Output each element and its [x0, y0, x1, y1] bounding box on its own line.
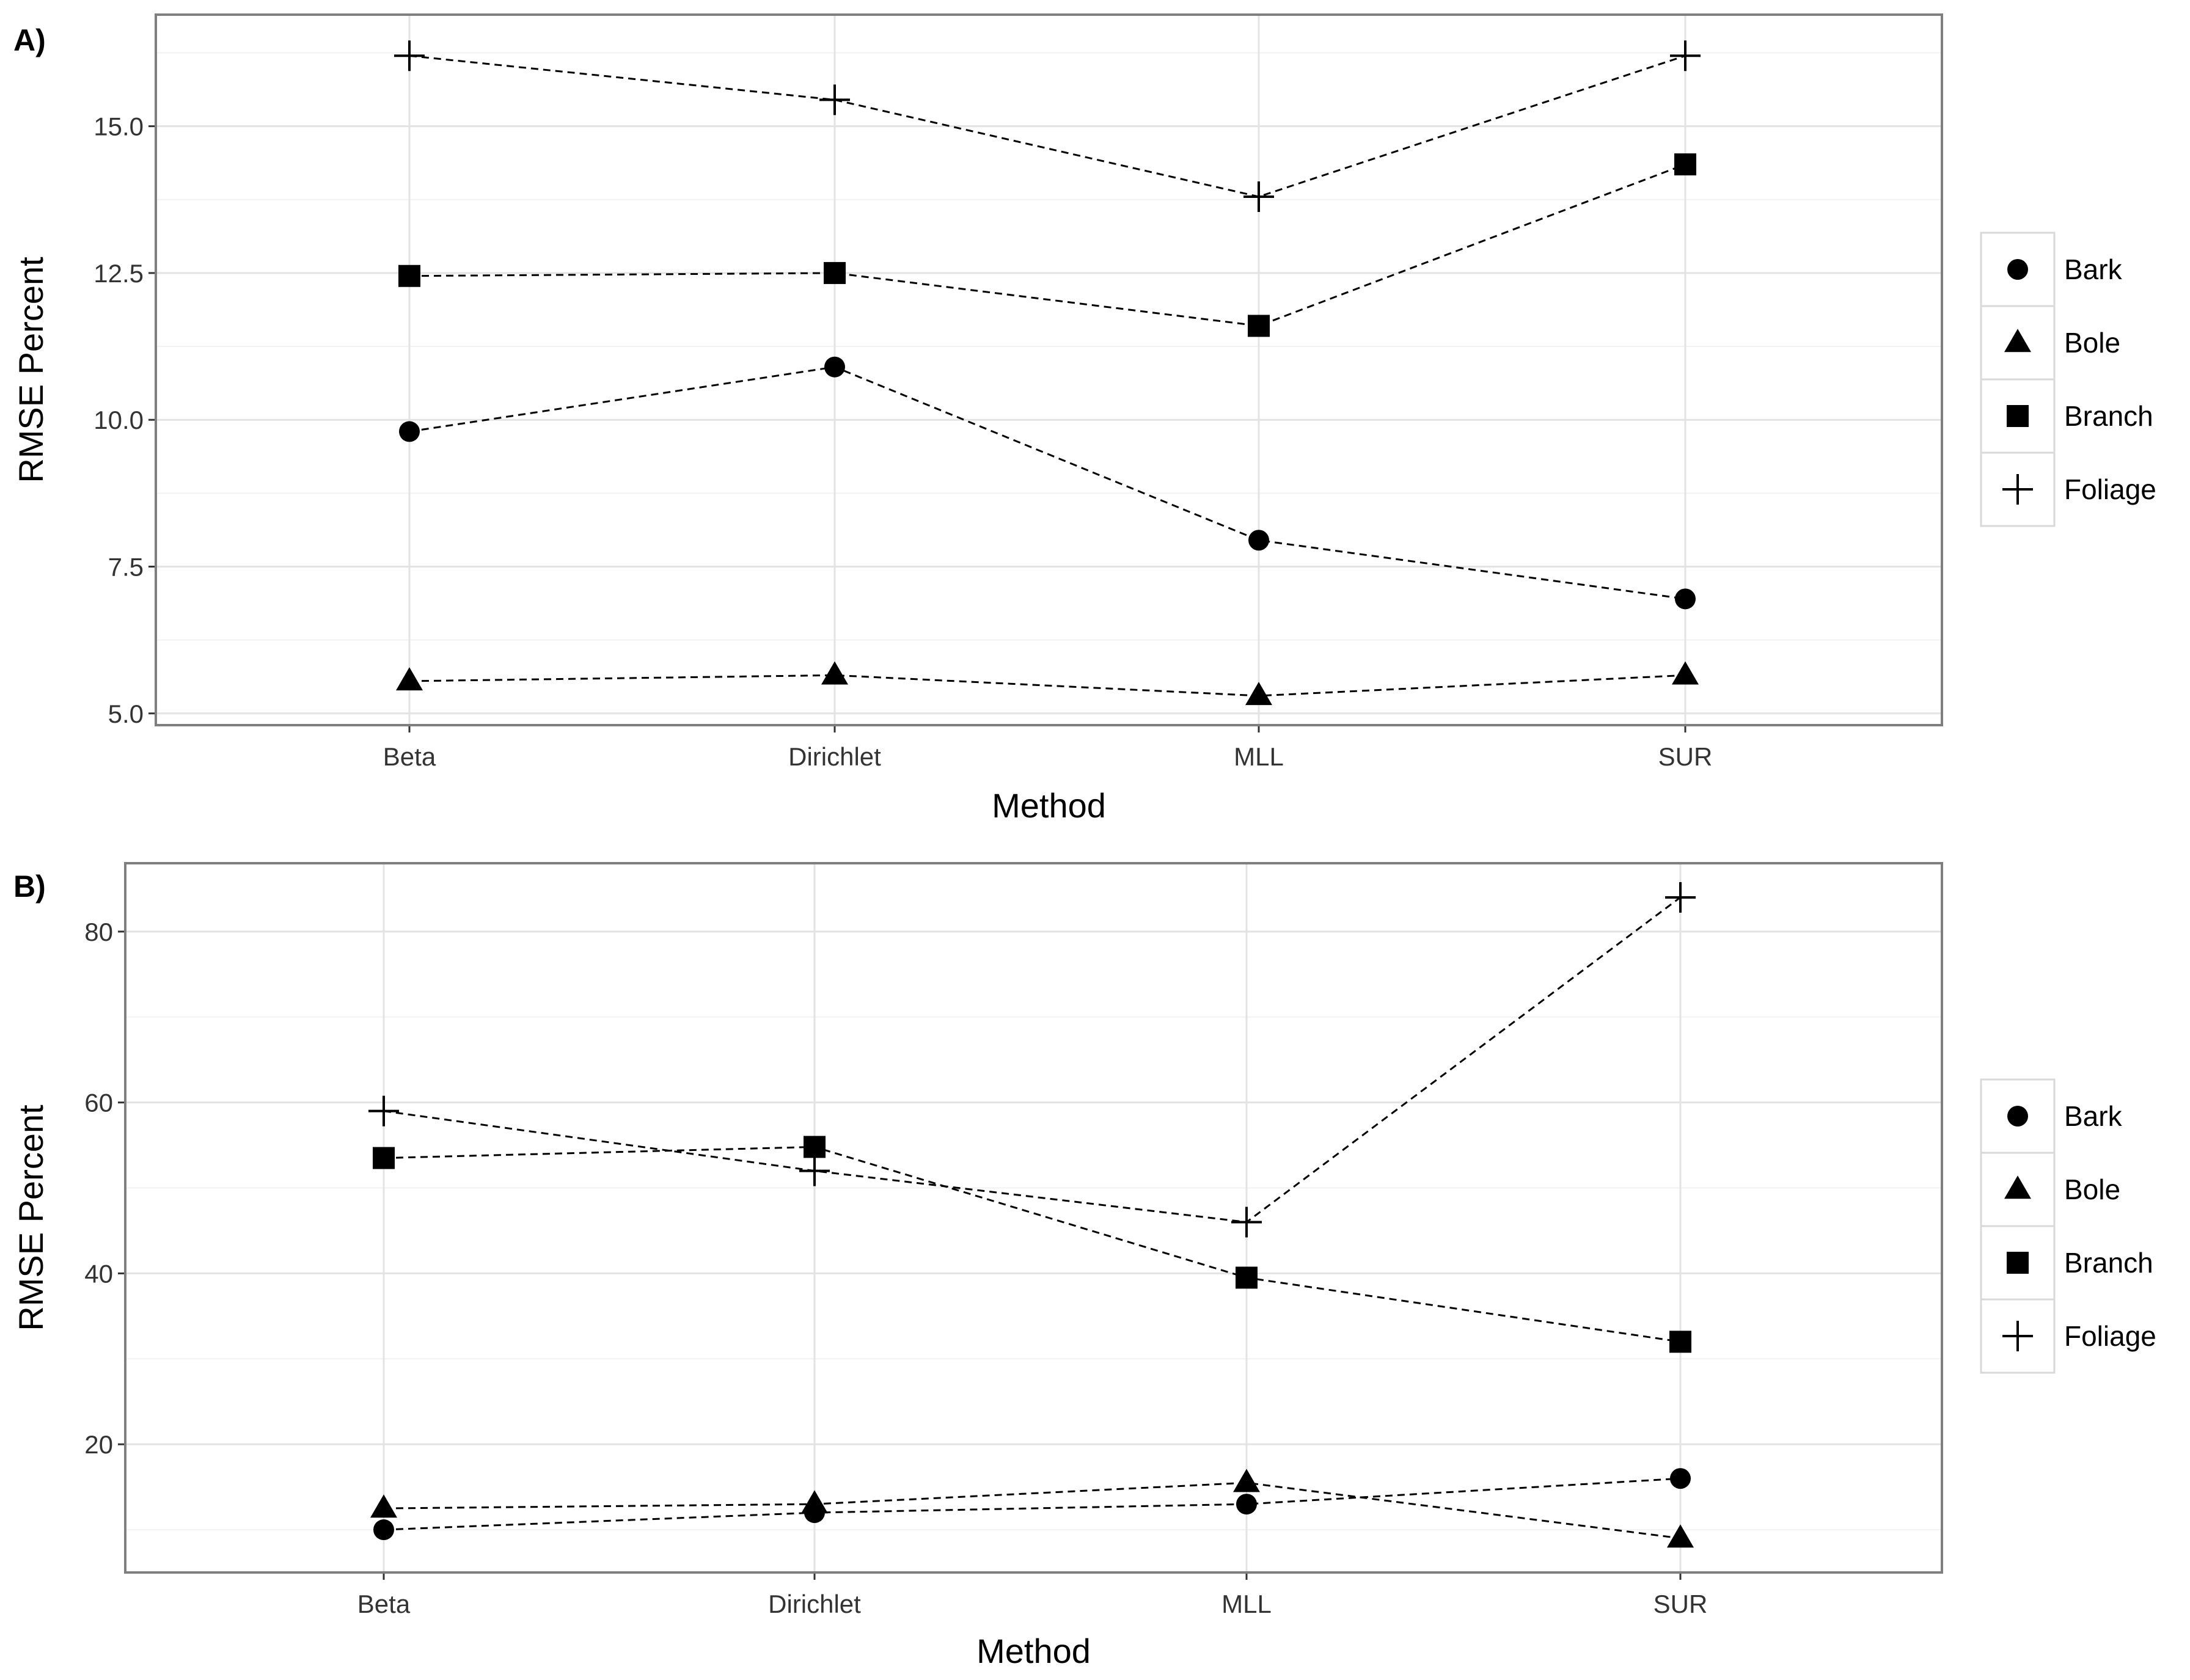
data-point-branch: [1669, 1331, 1691, 1353]
series-line-branch: [409, 163, 1686, 327]
data-point-foliage: [1670, 40, 1701, 71]
data-point-branch: [1248, 315, 1270, 337]
legend-label: Foliage: [2064, 473, 2156, 505]
chart-panel-b: 20 40 60 80 Beta Dirichlet MLL SUR Method RMSE Pe…: [12, 862, 2156, 1670]
series-foliage: [368, 882, 1696, 1238]
x-tick-label: Dirichlet: [768, 1590, 861, 1618]
y-axis-title: RMSE Percent: [12, 1105, 50, 1331]
legend-label: Bark: [2064, 254, 2123, 285]
data-point-branch: [373, 1147, 395, 1169]
y-axis-title: RMSE Percent: [12, 257, 50, 483]
plot-background: [125, 863, 1942, 1572]
data-point-branch: [1674, 153, 1696, 176]
legend-marker-bole: [2004, 1175, 2031, 1199]
legend-label: Bole: [2064, 1174, 2120, 1205]
legend-label: Foliage: [2064, 1320, 2156, 1352]
panel-label: B): [13, 869, 46, 904]
data-point-foliage: [799, 1155, 830, 1186]
series-branch: [373, 1136, 1691, 1353]
data-point-bole: [396, 667, 423, 691]
y-tick-label: 20: [84, 1430, 113, 1459]
y-tick-label: 5.0: [108, 699, 144, 728]
chart-panel-a: 5.0 7.5 10.0 12.5 15.0 Beta Dirichlet MLL SUR Met…: [12, 13, 2156, 825]
data-point-foliage: [1231, 1207, 1262, 1238]
data-point-bole: [370, 1494, 397, 1518]
data-point-bole: [801, 1490, 828, 1514]
data-point-bole: [1233, 1469, 1260, 1492]
legend-marker-foliage: [2002, 1321, 2033, 1351]
x-tick-label: MLL: [1221, 1590, 1272, 1618]
legend-key: [1980, 1298, 2056, 1374]
y-tick-label: 12.5: [93, 259, 144, 288]
series-bole: [370, 1469, 1694, 1548]
data-point-bark: [1248, 530, 1269, 551]
series-line-bark: [383, 1477, 1681, 1531]
plot-border: [124, 862, 1943, 1574]
x-tick-label: Beta: [357, 1590, 411, 1618]
y-tick-label: 10.0: [93, 406, 144, 434]
y-tick-label: 60: [84, 1089, 113, 1117]
legend-label: Branch: [2064, 400, 2153, 432]
data-point-bole: [1672, 661, 1699, 685]
x-tick-label: Dirichlet: [788, 742, 881, 771]
series-line-foliage: [383, 896, 1681, 1224]
data-point-foliage: [1665, 882, 1696, 913]
data-point-bark: [1236, 1494, 1257, 1515]
data-point-bole: [1245, 682, 1272, 706]
y-tick-label: 15.0: [93, 112, 144, 141]
x-axis-title: Method: [976, 1632, 1091, 1670]
plot-background: [156, 15, 1942, 725]
series-line-bole: [409, 674, 1686, 697]
x-tick-label: SUR: [1658, 742, 1713, 771]
data-point-bole: [821, 661, 848, 685]
data-point-bole: [1667, 1524, 1694, 1548]
y-tick-label: 7.5: [108, 552, 144, 581]
series-bark: [373, 1468, 1691, 1541]
series-line-bark: [409, 366, 1686, 600]
data-point-foliage: [1243, 181, 1274, 212]
data-point-branch: [1236, 1266, 1258, 1289]
legend-marker-bole: [2004, 329, 2031, 352]
series-bole: [396, 661, 1699, 706]
data-point-branch: [824, 261, 846, 284]
legend-marker-foliage: [2002, 474, 2033, 505]
data-point-branch: [804, 1136, 826, 1158]
data-point-bark: [824, 356, 845, 378]
x-tick-label: Beta: [383, 742, 436, 771]
legend-marker-bark: [2007, 259, 2028, 280]
data-point-bark: [399, 421, 420, 442]
series-line-branch: [383, 1145, 1681, 1343]
panel-label: A): [13, 23, 46, 57]
x-tick-label: SUR: [1653, 1590, 1708, 1618]
x-tick-label: MLL: [1234, 742, 1284, 771]
series-foliage: [394, 40, 1701, 212]
y-tick-label: 40: [84, 1259, 113, 1288]
series-branch: [398, 153, 1696, 337]
series-line-bole: [383, 1481, 1681, 1539]
data-point-bark: [1670, 1468, 1691, 1489]
data-point-foliage: [819, 84, 850, 115]
legend-marker-branch: [2007, 405, 2029, 427]
legend-marker-bark: [2007, 1106, 2028, 1127]
y-tick-label: 80: [84, 918, 113, 946]
series-bark: [399, 356, 1696, 610]
data-point-bark: [1675, 588, 1696, 610]
legend-marker-branch: [2007, 1252, 2029, 1274]
data-point-branch: [398, 265, 420, 287]
legend-label: Bark: [2064, 1100, 2123, 1132]
legend-label: Branch: [2064, 1247, 2153, 1279]
series-line-foliage: [409, 54, 1686, 198]
legend-label: Bole: [2064, 327, 2120, 359]
data-point-bark: [373, 1519, 394, 1541]
plot-border: [155, 13, 1943, 726]
x-axis-title: Method: [992, 786, 1106, 825]
legend: Bark Bole Branch Foliage: [1980, 232, 2156, 527]
data-point-foliage: [368, 1095, 399, 1127]
legend: Bark Bole Branch Foliage: [1980, 1078, 2156, 1374]
data-point-foliage: [394, 40, 425, 71]
